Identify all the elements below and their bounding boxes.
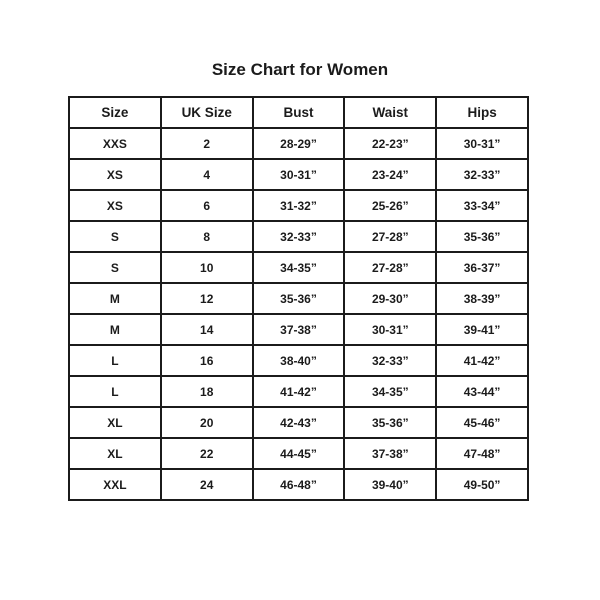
cell-waist: 22-23” (343, 127, 438, 160)
size-chart-table: Size UK Size Bust Waist Hips XXS 2 28-29… (68, 96, 529, 501)
cell-uk-size: 18 (159, 375, 254, 408)
table-row: M 12 35-36” 29-30” 38-39” (68, 282, 529, 315)
cell-uk-size: 10 (159, 251, 254, 284)
cell-size: L (68, 344, 162, 377)
cell-hips: 33-34” (435, 189, 529, 222)
cell-waist: 39-40” (343, 468, 438, 501)
cell-waist: 25-26” (343, 189, 438, 222)
cell-hips: 30-31” (435, 127, 529, 160)
cell-waist: 35-36” (343, 406, 438, 439)
cell-hips: 39-41” (435, 313, 529, 346)
cell-uk-size: 14 (159, 313, 254, 346)
cell-bust: 46-48” (251, 468, 346, 501)
cell-uk-size: 22 (159, 437, 254, 470)
cell-waist: 30-31” (343, 313, 438, 346)
column-header-size: Size (68, 96, 162, 129)
cell-waist: 27-28” (343, 251, 438, 284)
cell-bust: 34-35” (251, 251, 346, 284)
column-header-waist: Waist (343, 96, 438, 129)
column-header-hips: Hips (435, 96, 529, 129)
cell-waist: 27-28” (343, 220, 438, 253)
table-row: L 18 41-42” 34-35” 43-44” (68, 375, 529, 408)
cell-hips: 32-33” (435, 158, 529, 191)
column-header-bust: Bust (251, 96, 346, 129)
cell-waist: 23-24” (343, 158, 438, 191)
table-row: XS 4 30-31” 23-24” 32-33” (68, 158, 529, 191)
cell-waist: 32-33” (343, 344, 438, 377)
table-row: S 8 32-33” 27-28” 35-36” (68, 220, 529, 253)
cell-size: XL (68, 437, 162, 470)
cell-size: XS (68, 158, 162, 191)
cell-bust: 37-38” (251, 313, 346, 346)
cell-waist: 37-38” (343, 437, 438, 470)
cell-hips: 38-39” (435, 282, 529, 315)
table-row: XL 20 42-43” 35-36” 45-46” (68, 406, 529, 439)
cell-hips: 47-48” (435, 437, 529, 470)
cell-waist: 29-30” (343, 282, 438, 315)
table-row: S 10 34-35” 27-28” 36-37” (68, 251, 529, 284)
table-row: XXS 2 28-29” 22-23” 30-31” (68, 127, 529, 160)
cell-uk-size: 12 (159, 282, 254, 315)
page-title: Size Chart for Women (211, 60, 389, 79)
cell-bust: 30-31” (251, 158, 346, 191)
cell-bust: 38-40” (251, 344, 346, 377)
table-row: XXL 24 46-48” 39-40” 49-50” (68, 468, 529, 501)
cell-uk-size: 20 (159, 406, 254, 439)
cell-size: M (68, 282, 162, 315)
cell-hips: 43-44” (435, 375, 529, 408)
table-row: XS 6 31-32” 25-26” 33-34” (68, 189, 529, 222)
cell-uk-size: 8 (159, 220, 254, 253)
cell-size: XXL (68, 468, 162, 501)
cell-size: M (68, 313, 162, 346)
cell-size: XXS (68, 127, 162, 160)
cell-hips: 49-50” (435, 468, 529, 501)
cell-bust: 41-42” (251, 375, 346, 408)
column-header-uk-size: UK Size (159, 96, 254, 129)
cell-uk-size: 6 (159, 189, 254, 222)
cell-size: L (68, 375, 162, 408)
cell-uk-size: 24 (159, 468, 254, 501)
cell-bust: 32-33” (251, 220, 346, 253)
table-row: M 14 37-38” 30-31” 39-41” (68, 313, 529, 346)
cell-uk-size: 2 (159, 127, 254, 160)
cell-size: XL (68, 406, 162, 439)
table-row: XL 22 44-45” 37-38” 47-48” (68, 437, 529, 470)
cell-hips: 45-46” (435, 406, 529, 439)
cell-bust: 35-36” (251, 282, 346, 315)
cell-size: S (68, 251, 162, 284)
cell-uk-size: 16 (159, 344, 254, 377)
cell-size: S (68, 220, 162, 253)
cell-hips: 36-37” (435, 251, 529, 284)
cell-bust: 28-29” (251, 127, 346, 160)
cell-size: XS (68, 189, 162, 222)
cell-bust: 44-45” (251, 437, 346, 470)
header-row: Size UK Size Bust Waist Hips (68, 96, 529, 129)
cell-bust: 31-32” (251, 189, 346, 222)
table-row: L 16 38-40” 32-33” 41-42” (68, 344, 529, 377)
cell-uk-size: 4 (159, 158, 254, 191)
cell-waist: 34-35” (343, 375, 438, 408)
cell-hips: 35-36” (435, 220, 529, 253)
cell-hips: 41-42” (435, 344, 529, 377)
cell-bust: 42-43” (251, 406, 346, 439)
